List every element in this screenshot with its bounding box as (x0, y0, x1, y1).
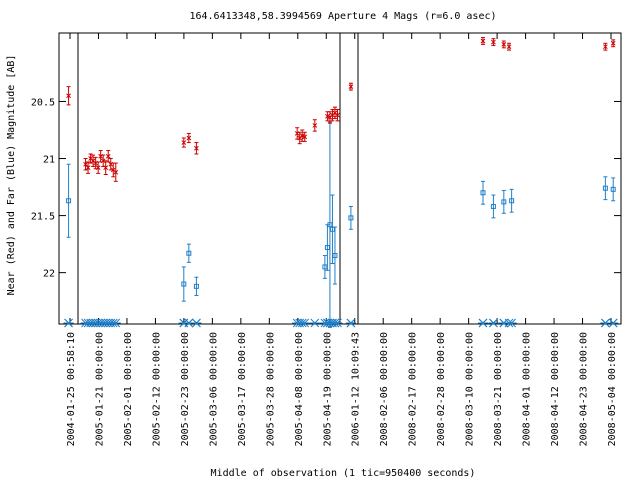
epoch-marker (110, 318, 121, 328)
y-axis-ticks: 20.5 21 21.5 22 (31, 97, 621, 280)
far-point (332, 253, 338, 259)
epoch-marker (63, 318, 74, 328)
epoch-marker (191, 318, 202, 328)
chart-title: 164.6413348,58.3994569 Aperture 4 Mags (… (189, 11, 496, 22)
far-point (490, 203, 496, 209)
near-point (85, 165, 91, 171)
x-tick-label: 2005-03-28 00:00:00 (265, 332, 276, 446)
near-point (603, 44, 608, 50)
x-tick-label: 2008-04-12 00:00:00 (550, 332, 561, 446)
x-tick-label: 2008-03-10 00:00:00 (465, 332, 476, 446)
near-point (83, 161, 88, 167)
x-tick-label: 2008-02-17 00:00:00 (408, 332, 419, 446)
far-point (66, 198, 72, 204)
near-point (105, 153, 111, 159)
y-tick-label: 21 (43, 155, 55, 166)
far-point (610, 186, 616, 192)
x-tick-label: 2008-05-04 00:00:00 (607, 332, 618, 446)
epoch-marker (608, 318, 619, 328)
near-point (181, 140, 187, 145)
x-tick-label: 2005-01-21 00:00:00 (94, 332, 105, 446)
near-point (506, 44, 512, 50)
far-point (501, 199, 507, 205)
x-axis-ticks: 2004-01-25 00:58:10 2005-01-21 00:00:00 20… (66, 33, 618, 446)
x-tick-label: 2005-02-23 00:00:00 (180, 332, 191, 446)
near-point (299, 133, 305, 139)
near-point (113, 169, 119, 175)
epoch-marker (299, 318, 310, 328)
near-series (63, 37, 619, 328)
epoch-marker (309, 318, 320, 328)
far-point (181, 281, 187, 287)
near-point (480, 38, 486, 44)
near-point (66, 93, 71, 99)
near-point (325, 113, 330, 119)
segment-dividers (77, 33, 359, 324)
epoch-marker (345, 318, 356, 328)
y-tick-label: 21.5 (31, 212, 55, 223)
x-tick-label: 2008-02-28 00:00:00 (436, 332, 447, 446)
far-point (193, 283, 199, 289)
far-point (602, 185, 608, 191)
y-tick-label: 20.5 (31, 97, 55, 108)
x-axis-label: Middle of observation (1 tic=950400 seco… (211, 468, 476, 479)
near-point (335, 112, 340, 118)
far-point (509, 198, 515, 204)
near-point (501, 42, 507, 47)
near-point (348, 84, 354, 89)
y-axis-label: Near (Red) and Far (Blue) Magnitude [AB] (6, 55, 17, 296)
near-point (302, 134, 308, 140)
near-point (194, 145, 199, 151)
x-tick-label: 2006-01-12 10:09:43 (351, 332, 362, 446)
near-point (312, 123, 318, 128)
epoch-marker (488, 318, 499, 328)
far-point (348, 215, 354, 221)
x-tick-label: 2008-03-21 00:00:00 (493, 332, 504, 446)
near-point (186, 135, 192, 141)
near-point (610, 40, 616, 46)
epoch-marker (504, 318, 515, 328)
far-point (329, 226, 335, 232)
epoch-marker (477, 318, 488, 328)
y-tick-label: 22 (43, 269, 55, 280)
x-tick-label: 2005-04-19 00:00:00 (322, 332, 333, 446)
x-tick-label: 2005-03-06 00:00:00 (208, 332, 219, 446)
far-point (322, 264, 328, 270)
x-tick-label: 2008-02-06 00:00:00 (379, 332, 390, 446)
far-point (327, 222, 333, 228)
epoch-marker (332, 318, 343, 328)
x-tick-label: 2005-04-08 00:00:00 (294, 332, 305, 446)
far-point (186, 250, 192, 256)
x-tick-label: 2004-01-25 00:58:10 (66, 332, 77, 446)
far-point (480, 190, 486, 196)
near-point (100, 158, 106, 164)
far-point (324, 245, 330, 251)
near-point (103, 165, 109, 171)
x-tick-label: 2005-02-01 00:00:00 (123, 332, 134, 446)
near-point (95, 165, 101, 171)
near-point (491, 39, 496, 45)
x-tick-label: 2005-03-17 00:00:00 (237, 332, 248, 446)
x-tick-label: 2005-02-12 00:00:00 (151, 332, 162, 446)
x-tick-label: 2008-04-01 00:00:00 (522, 332, 533, 446)
x-tick-label: 2008-04-23 00:00:00 (579, 332, 590, 446)
